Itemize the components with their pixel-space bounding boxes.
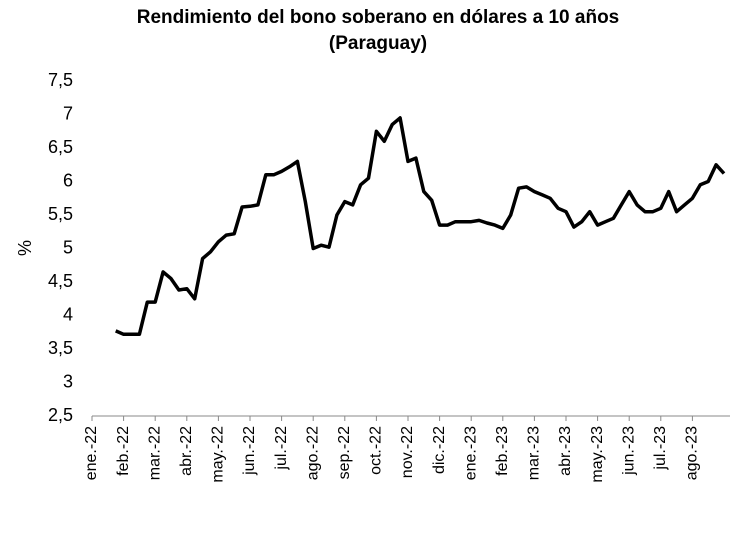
x-tick-label: ago.-22 bbox=[304, 426, 321, 480]
x-tick-label: jun.-23 bbox=[620, 426, 637, 476]
x-tick-label: may.-23 bbox=[589, 426, 606, 483]
chart-title: Rendimiento del bono soberano en dólares… bbox=[137, 7, 620, 28]
x-tick-label: jul.-22 bbox=[273, 426, 290, 471]
x-tick-label: ene.-22 bbox=[83, 426, 100, 480]
x-tick-label: abr.-23 bbox=[557, 426, 574, 476]
x-tick-label: jun.-22 bbox=[241, 426, 258, 476]
y-tick-label: 6,5 bbox=[48, 137, 73, 157]
x-tick-label: dic.-22 bbox=[431, 426, 448, 474]
x-tick-label: sep.-22 bbox=[336, 426, 353, 479]
y-tick-label: 4 bbox=[63, 304, 73, 324]
x-tick-label: may.-22 bbox=[210, 426, 227, 483]
y-axis-label: % bbox=[15, 240, 35, 256]
y-tick-label: 3 bbox=[63, 371, 73, 391]
y-tick-label: 7,5 bbox=[48, 70, 73, 90]
x-tick-label: nov.-22 bbox=[399, 426, 416, 478]
chart-title: (Paraguay) bbox=[329, 33, 427, 54]
x-tick-label: feb.-22 bbox=[115, 426, 132, 476]
y-tick-label: 4,5 bbox=[48, 271, 73, 291]
x-tick-label: ago.-23 bbox=[684, 426, 701, 480]
y-tick-label: 7 bbox=[63, 103, 73, 123]
x-tick-label: feb.-23 bbox=[494, 426, 511, 476]
y-tick-label: 5 bbox=[63, 237, 73, 257]
y-tick-label: 2,5 bbox=[48, 405, 73, 425]
x-tick-label: mar.-23 bbox=[526, 426, 543, 480]
y-tick-label: 3,5 bbox=[48, 338, 73, 358]
x-tick-label: mar.-22 bbox=[146, 426, 163, 480]
y-tick-label: 6 bbox=[63, 170, 73, 190]
y-tick-label: 5,5 bbox=[48, 204, 73, 224]
x-tick-label: abr.-22 bbox=[178, 426, 195, 476]
x-tick-label: jul.-23 bbox=[652, 426, 669, 471]
line-series bbox=[115, 116, 726, 337]
x-tick-label: ene.-23 bbox=[462, 426, 479, 480]
x-tick-label: oct.-22 bbox=[368, 426, 385, 475]
